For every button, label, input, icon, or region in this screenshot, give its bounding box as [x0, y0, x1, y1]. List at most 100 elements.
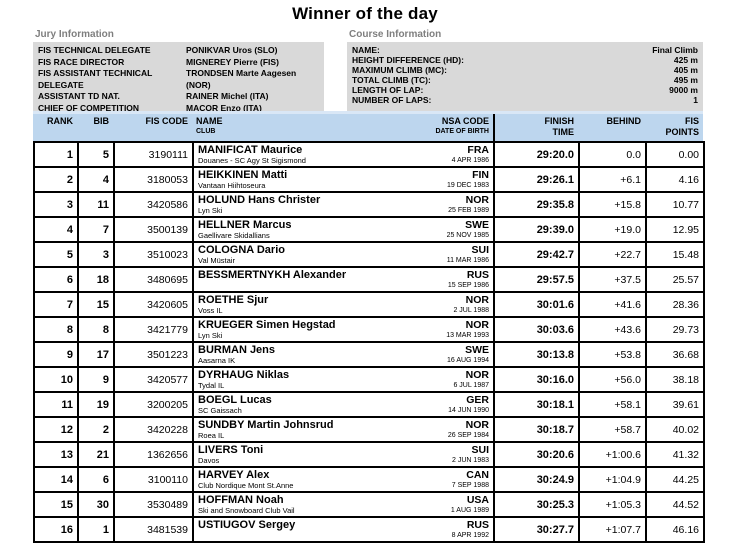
- name-nsa-cell: HARVEY Alex Club Nordique Mont St.Anne C…: [192, 466, 495, 493]
- nsa-code: NOR: [465, 419, 489, 431]
- table-row: 11 19 3200205 BOEGL Lucas SC Gaissach GE…: [33, 391, 705, 418]
- nsa-code: RUS: [466, 519, 489, 531]
- bib-cell: 9: [77, 366, 115, 393]
- nsa-code: NOR: [465, 319, 489, 331]
- info-line: MAXIMUM CLIMB (MC): 405 m: [352, 65, 698, 75]
- info-value: 1: [693, 95, 698, 106]
- info-label: MAXIMUM CLIMB (MC):: [352, 65, 447, 76]
- info-label: FIS ASSISTANT TECHNICAL DELEGATE: [38, 68, 153, 90]
- athlete-name: HOLUND Hans Christer: [198, 194, 321, 206]
- info-line: TOTAL CLIMB (TC): 495 m: [352, 75, 698, 85]
- fis-points-cell: 46.16: [645, 516, 705, 543]
- fis-points-cell: 0.00: [645, 141, 705, 168]
- finish-time-cell: 29:42.7: [493, 241, 580, 268]
- athlete-nsa-dob: FIN 19 DEC 1983: [447, 169, 489, 190]
- athlete-name-club: DYRHAUG Niklas Tydal IL: [198, 369, 289, 390]
- behind-cell: +6.1: [578, 166, 647, 193]
- finish-time-cell: 30:25.3: [493, 491, 580, 518]
- finish-time-cell: 30:24.9: [493, 466, 580, 493]
- rank-cell: 3: [33, 191, 79, 218]
- table-row: 2 4 3180053 HEIKKINEN Matti Vantaan Hiih…: [33, 166, 705, 193]
- info-value: RAINER Michel (ITA): [186, 91, 269, 102]
- fis-code-cell: 3200205: [113, 391, 194, 418]
- fis-code-cell: 1362656: [113, 441, 194, 468]
- results-table-header: RANK BIB FIS CODE NAME CLUB NSA CODE DAT…: [33, 111, 703, 141]
- name-nsa-cell: ROETHE Sjur Voss IL NOR 2 JUL 1988: [192, 291, 495, 318]
- table-row: 15 30 3530489 HOFFMAN Noah Ski and Snowb…: [33, 491, 705, 518]
- bib-cell: 30: [77, 491, 115, 518]
- athlete-nsa-dob: RUS 8 APR 1992: [452, 519, 489, 540]
- behind-cell: +19.0: [578, 216, 647, 243]
- info-line: ASSISTANT TD NAT. RAINER Michel (ITA): [38, 91, 319, 103]
- athlete-club: Tydal IL: [198, 381, 225, 390]
- behind-cell: +1:04.9: [578, 466, 647, 493]
- table-row: 14 6 3100110 HARVEY Alex Club Nordique M…: [33, 466, 705, 493]
- finish-time-cell: 29:26.1: [493, 166, 580, 193]
- header-nsa-dob: NSA CODE DATE OF BIRTH: [435, 116, 489, 135]
- finish-time-cell: 29:20.0: [493, 141, 580, 168]
- info-line: NUMBER OF LAPS: 1: [352, 95, 698, 105]
- athlete-name-club: MANIFICAT Maurice Douanes - SC Agy St Si…: [198, 144, 306, 165]
- athlete-club: Douanes - SC Agy St Sigismond: [198, 156, 306, 165]
- athlete-name: MANIFICAT Maurice: [198, 144, 303, 156]
- nsa-code: SWE: [465, 219, 489, 231]
- table-row: 13 21 1362656 LIVERS Toni Davos SUI 2 JU…: [33, 441, 705, 468]
- nsa-code: NOR: [465, 194, 489, 206]
- behind-cell: +53.8: [578, 341, 647, 368]
- bib-cell: 11: [77, 191, 115, 218]
- fis-code-cell: 3510023: [113, 241, 194, 268]
- athlete-name-club: SUNDBY Martin Johnsrud Roea IL: [198, 419, 333, 440]
- athlete-nsa-dob: SWE 16 AUG 1994: [447, 344, 489, 365]
- athlete-club: Club Nordique Mont St.Anne: [198, 481, 294, 490]
- rank-cell: 1: [33, 141, 79, 168]
- name-nsa-cell: HEIKKINEN Matti Vantaan Hiihtoseura FIN …: [192, 166, 495, 193]
- athlete-name-club: BURMAN Jens Aasarna IK: [198, 344, 275, 365]
- table-row: 3 11 3420586 HOLUND Hans Christer Lyn Sk…: [33, 191, 705, 218]
- nsa-code: USA: [466, 494, 489, 506]
- fis-code-cell: 3501223: [113, 341, 194, 368]
- finish-time-cell: 30:01.6: [493, 291, 580, 318]
- date-of-birth: 25 FEB 1989: [448, 207, 489, 214]
- date-of-birth: 26 SEP 1984: [447, 432, 489, 439]
- athlete-name-club: KRUEGER Simen Hegstad Lyn Ski: [198, 319, 336, 340]
- info-label: TOTAL CLIMB (TC):: [352, 75, 431, 86]
- athlete-name-club: COLOGNA Dario Val Müstair: [198, 244, 285, 265]
- info-label: ASSISTANT TD NAT.: [38, 91, 120, 102]
- nsa-code: FRA: [467, 144, 489, 156]
- name-nsa-cell: DYRHAUG Niklas Tydal IL NOR 6 JUL 1987: [192, 366, 495, 393]
- date-of-birth: 7 SEP 1988: [451, 482, 489, 489]
- date-of-birth: 15 SEP 1986: [447, 282, 489, 289]
- course-information-heading: Course Information: [349, 29, 442, 40]
- bib-cell: 21: [77, 441, 115, 468]
- info-label: NAME:: [352, 45, 380, 55]
- behind-cell: +43.6: [578, 316, 647, 343]
- fis-points-cell: 10.77: [645, 191, 705, 218]
- athlete-name-club: ROETHE Sjur Voss IL: [198, 294, 268, 315]
- table-row: 1 5 3190111 MANIFICAT Maurice Douanes - …: [33, 141, 705, 168]
- info-value: TRONDSEN Marte Aagesen (NOR): [186, 68, 297, 90]
- finish-time-cell: 30:18.1: [493, 391, 580, 418]
- header-bib: BIB: [93, 116, 110, 126]
- athlete-nsa-dob: SWE 25 NOV 1985: [447, 219, 489, 240]
- behind-cell: +1:00.6: [578, 441, 647, 468]
- fis-points-cell: 29.73: [645, 316, 705, 343]
- date-of-birth: 2 JUN 1983: [452, 457, 489, 464]
- finish-time-cell: 30:16.0: [493, 366, 580, 393]
- athlete-name: HEIKKINEN Matti: [198, 169, 288, 181]
- header-rank: RANK: [47, 116, 73, 126]
- athlete-club: Aasarna IK: [198, 356, 236, 365]
- athlete-name: USTIUGOV Sergey: [198, 519, 296, 531]
- fis-points-cell: 39.61: [645, 391, 705, 418]
- athlete-club: Vantaan Hiihtoseura: [198, 181, 266, 190]
- rank-cell: 15: [33, 491, 79, 518]
- athlete-name: SUNDBY Martin Johnsrud: [198, 419, 334, 431]
- finish-time-cell: 29:57.5: [493, 266, 580, 293]
- nsa-code: CAN: [466, 469, 489, 481]
- info-value: 425 m: [673, 55, 698, 66]
- date-of-birth: 4 APR 1986: [451, 157, 489, 164]
- jury-information-section: Jury Information FIS TECHNICAL DELEGATE …: [33, 29, 324, 119]
- header-finish-time: FINISH TIME: [493, 114, 578, 141]
- athlete-club: Voss IL: [198, 306, 223, 315]
- table-row: 7 15 3420605 ROETHE Sjur Voss IL NOR 2 J…: [33, 291, 705, 318]
- finish-time-cell: 30:27.7: [493, 516, 580, 543]
